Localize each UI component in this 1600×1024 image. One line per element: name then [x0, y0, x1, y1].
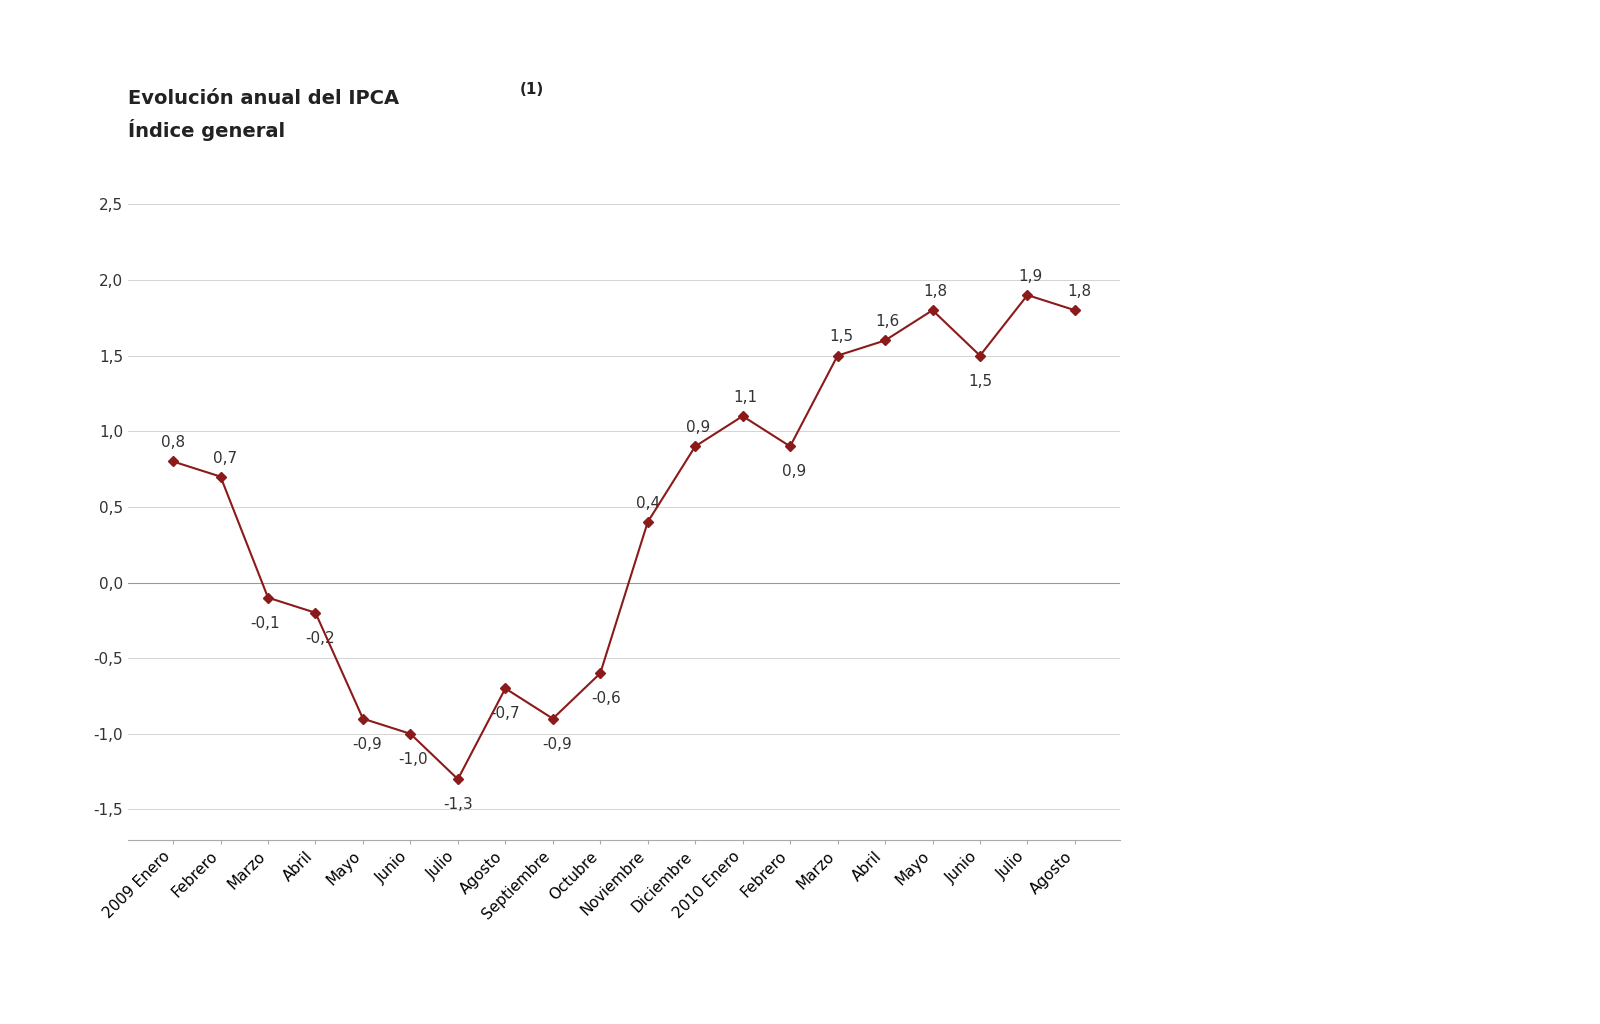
Text: Índice general: Índice general	[128, 120, 285, 141]
Text: -0,2: -0,2	[306, 631, 334, 646]
Text: 1,1: 1,1	[733, 390, 757, 406]
Text: (1): (1)	[520, 82, 544, 97]
Text: 1,5: 1,5	[968, 374, 992, 389]
Text: 0,9: 0,9	[686, 420, 710, 435]
Text: 0,8: 0,8	[162, 435, 186, 451]
Text: -1,3: -1,3	[443, 798, 472, 812]
Text: 1,8: 1,8	[1067, 284, 1091, 299]
Text: Evolución anual del IPCA: Evolución anual del IPCA	[128, 88, 406, 108]
Text: 0,4: 0,4	[635, 496, 659, 511]
Text: 1,6: 1,6	[875, 314, 899, 330]
Text: -0,9: -0,9	[542, 736, 571, 752]
Text: 0,9: 0,9	[782, 465, 806, 479]
Text: 1,9: 1,9	[1018, 269, 1042, 284]
Text: -0,9: -0,9	[352, 736, 382, 752]
Text: -1,0: -1,0	[398, 752, 429, 767]
Text: -0,7: -0,7	[491, 707, 520, 722]
Text: 0,7: 0,7	[213, 451, 237, 466]
Text: 1,5: 1,5	[830, 330, 854, 344]
Text: 1,8: 1,8	[923, 284, 947, 299]
Text: -0,1: -0,1	[251, 615, 280, 631]
Text: -0,6: -0,6	[590, 691, 621, 707]
